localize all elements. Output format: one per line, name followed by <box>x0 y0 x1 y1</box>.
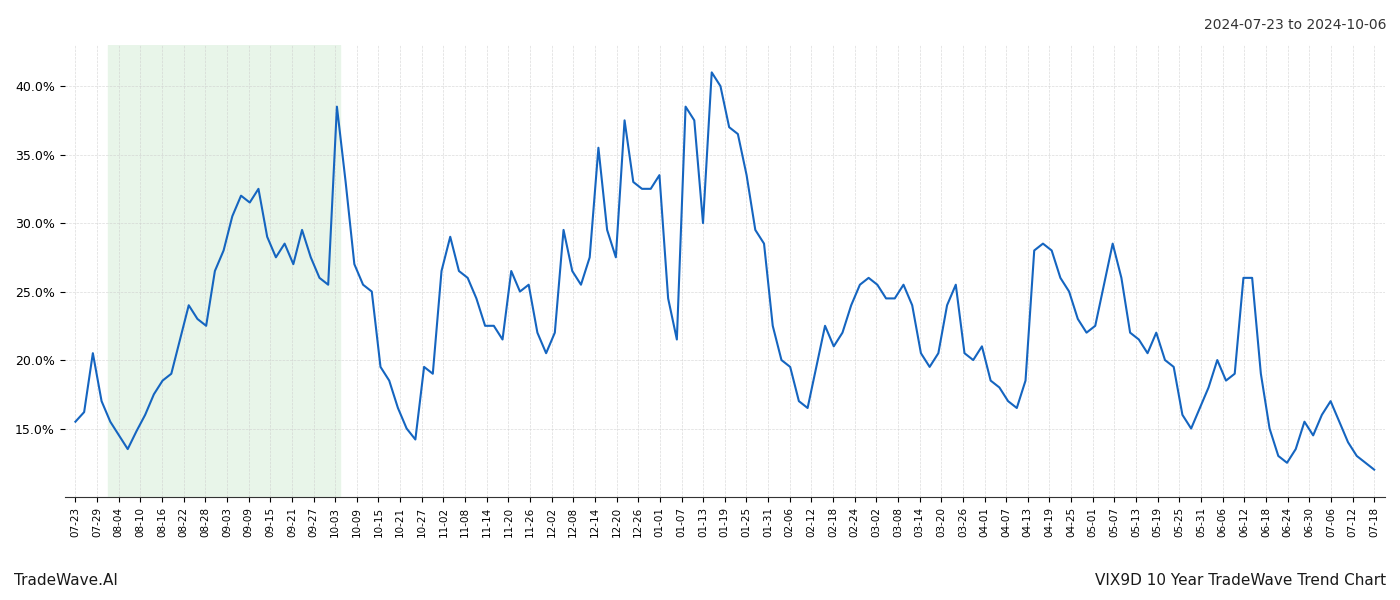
Text: TradeWave.AI: TradeWave.AI <box>14 573 118 588</box>
Bar <box>108 45 340 497</box>
Text: VIX9D 10 Year TradeWave Trend Chart: VIX9D 10 Year TradeWave Trend Chart <box>1095 573 1386 588</box>
Text: 2024-07-23 to 2024-10-06: 2024-07-23 to 2024-10-06 <box>1204 18 1386 32</box>
